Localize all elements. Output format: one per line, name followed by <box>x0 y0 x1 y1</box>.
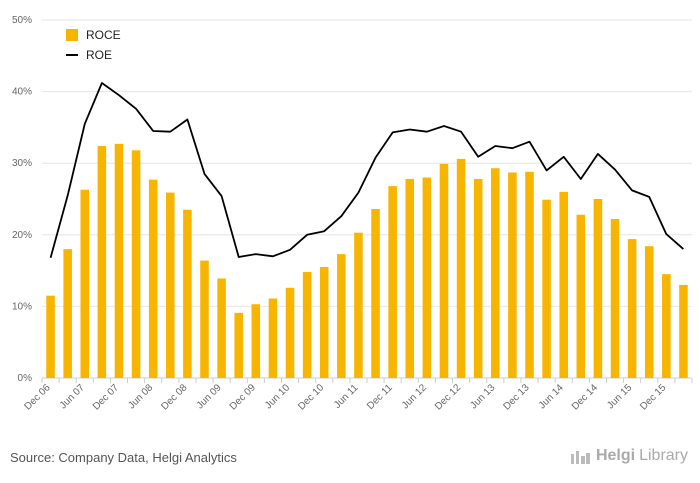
brand-logo[interactable]: Helgi Library <box>570 447 688 465</box>
y-tick-label: 0% <box>18 373 33 384</box>
source-note: Source: Company Data, Helgi Analytics <box>10 450 237 465</box>
roce-bar <box>131 150 141 378</box>
roce-bar <box>285 287 295 378</box>
roce-bar <box>302 272 312 378</box>
roce-bar <box>97 146 107 378</box>
roce-bar <box>576 214 586 378</box>
x-tick-label: Jun 09 <box>195 382 224 411</box>
x-tick-label: Dec 14 <box>570 382 600 412</box>
roce-bar <box>508 172 517 378</box>
roce-bar <box>542 199 551 378</box>
x-tick-label: Dec 10 <box>296 382 326 412</box>
roce-bar <box>183 209 192 378</box>
x-tick-label: Jun 13 <box>468 382 497 411</box>
y-tick-label: 20% <box>12 230 32 241</box>
roce-bar <box>234 312 243 378</box>
roce-bar <box>662 274 671 378</box>
roce-bar <box>473 178 483 378</box>
x-tick-label: Dec 08 <box>159 382 189 412</box>
legend-swatch-roce <box>66 29 78 41</box>
roe-series-line <box>49 82 684 258</box>
roce-bar <box>337 254 346 378</box>
x-tick-label: Jun 11 <box>332 382 361 411</box>
x-tick-label: Dec 06 <box>22 382 52 412</box>
x-tick-label: Jun 10 <box>263 382 292 411</box>
x-tick-label: Dec 09 <box>228 382 258 412</box>
roce-bar <box>80 189 90 378</box>
roce-bar <box>63 249 72 378</box>
roce-bar <box>456 158 466 378</box>
roce-bar <box>46 295 55 378</box>
x-tick-label: Dec 15 <box>638 382 668 412</box>
x-tick-label: Jun 12 <box>400 382 429 411</box>
roce-bar <box>679 284 688 378</box>
y-tick-label: 40% <box>12 87 32 98</box>
x-tick-label: Dec 12 <box>433 382 463 412</box>
roce-bar <box>268 298 278 378</box>
factory-icon <box>570 451 590 464</box>
x-tick-label: Dec 07 <box>91 382 121 412</box>
x-tick-label: Jun 14 <box>537 382 566 411</box>
roce-bar <box>610 219 620 378</box>
x-tick-label: Dec 11 <box>365 382 395 412</box>
roce-bar <box>114 143 124 378</box>
legend: ROCE ROE <box>66 28 121 62</box>
roce-bar <box>644 246 654 378</box>
roce-bar <box>405 178 415 378</box>
x-tick-label: Jun 08 <box>126 382 155 411</box>
brand-prefix: Helgi <box>595 447 636 464</box>
roe-line <box>49 82 684 258</box>
roce-bar <box>148 179 158 378</box>
roce-bar <box>491 168 500 378</box>
grid: 0% 10% 20% 30% 40% 50% <box>12 15 692 384</box>
legend-label-roce: ROCE <box>86 28 121 42</box>
roce-bar <box>388 186 397 378</box>
roce-bar <box>371 209 380 378</box>
legend-label-roe: ROE <box>86 48 112 62</box>
roce-bar <box>354 232 363 378</box>
roce-bar <box>319 267 329 378</box>
chart: 0%10%20%30%40%50% Dec 06 Jun 07 Dec 07 Jun … <box>12 15 693 413</box>
roce-bars <box>46 143 688 378</box>
y-tick-label: 50% <box>12 15 32 26</box>
x-axis: Dec 06 Jun 07 Dec 07 Jun 08 Dec 08 Jun 09 Dec … <box>22 378 693 413</box>
roce-bar <box>593 199 603 378</box>
roce-bar <box>251 304 261 378</box>
roce-bar <box>525 171 534 378</box>
roce-bar <box>627 239 637 378</box>
roce-bar <box>422 177 432 378</box>
roce-bar <box>217 278 226 378</box>
y-tick-label: 30% <box>12 158 32 169</box>
roce-bar <box>559 191 568 378</box>
brand-suffix: Library <box>639 447 688 464</box>
roce-bar <box>200 260 209 378</box>
roce-bar <box>439 163 449 378</box>
y-tick-label: 10% <box>12 301 32 312</box>
x-tick-label: Jun 15 <box>605 382 634 411</box>
x-tick-label: Jun 07 <box>58 382 87 411</box>
x-tick-label: Dec 13 <box>501 382 531 412</box>
roce-bar <box>166 192 175 378</box>
